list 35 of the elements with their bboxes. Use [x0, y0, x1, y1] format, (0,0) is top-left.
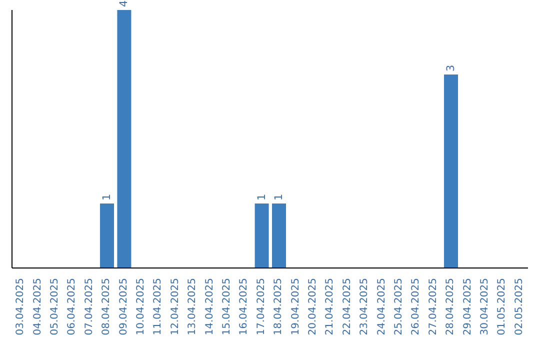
x-tick-label: 04.04.2025 [32, 278, 44, 336]
x-tick-label: 21.04.2025 [324, 278, 336, 336]
x-tick-label: 10.04.2025 [136, 278, 146, 336]
data-label: 3 [445, 64, 457, 72]
x-tick-label: 05.04.2025 [50, 278, 60, 336]
x-tick-label: 18.04.2025 [273, 278, 284, 336]
x-tick-label: 03.04.2025 [15, 278, 26, 336]
x-tick-label: 27.04.2025 [428, 278, 439, 336]
x-tick-label: 28.04.2025 [445, 278, 456, 336]
x-tick-label: 23.04.2025 [359, 278, 370, 336]
data-label: 1 [256, 194, 268, 200]
data-label: 1 [101, 194, 113, 200]
x-tick-label: 12.04.2025 [170, 278, 181, 336]
x-tick-label: 24.04.2025 [376, 278, 388, 336]
x-tick-label: 09.04.2025 [118, 278, 130, 336]
data-label: 4 [118, 0, 130, 7]
x-tick-label: 14.04.2025 [204, 278, 216, 336]
x-tick-label: 01.05.2025 [496, 278, 508, 336]
x-tick-label: 02.05.2025 [514, 278, 525, 336]
x-tick-label: 30.04.2025 [480, 278, 490, 336]
x-tick-label: 06.04.2025 [66, 278, 78, 336]
x-tick-label: 20.04.2025 [308, 278, 318, 336]
x-tick-label: 08.04.2025 [101, 278, 112, 336]
x-tick-label: 19.04.2025 [290, 278, 302, 336]
x-tick-label: 07.04.2025 [84, 278, 95, 336]
x-tick-label: 11.04.2025 [152, 278, 164, 336]
x-tick-label: 16.04.2025 [238, 278, 250, 336]
x-tick-label: 26.04.2025 [410, 278, 422, 336]
x-tick-label: 22.04.2025 [342, 278, 353, 336]
data-label: 1 [273, 194, 285, 200]
x-tick-label: 25.04.2025 [394, 278, 404, 336]
x-tick-label: 29.04.2025 [462, 278, 474, 336]
x-tick-label: 17.04.2025 [256, 278, 267, 336]
x-tick-label: 15.04.2025 [222, 278, 232, 336]
x-tick-label: 13.04.2025 [187, 278, 198, 336]
